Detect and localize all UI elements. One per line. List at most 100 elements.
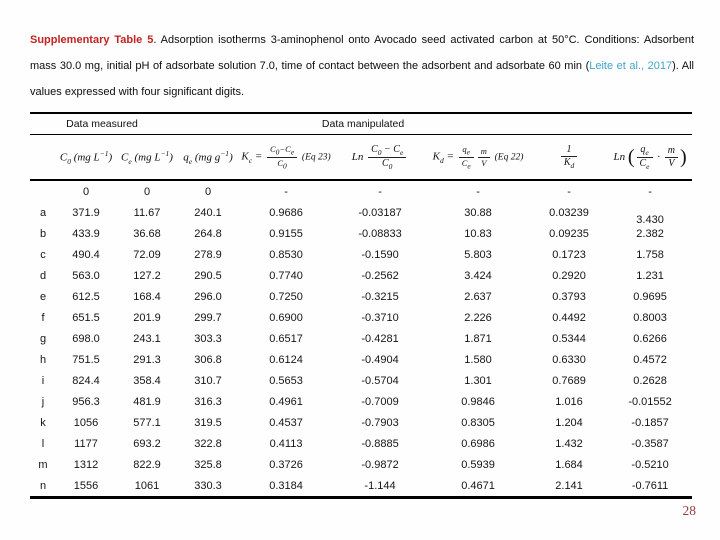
cell: 0.5939: [461, 458, 495, 471]
cell: 0.9695: [633, 290, 667, 303]
row-label: g: [39, 332, 47, 345]
cell: -0.2562: [361, 269, 399, 282]
cell: 0.6986: [461, 437, 495, 450]
cell: 290.5: [194, 269, 222, 282]
cell: 358.4: [133, 374, 161, 387]
cell: 322.8: [194, 437, 222, 450]
cell: 296.0: [194, 290, 222, 303]
cell: -0.7009: [361, 395, 399, 408]
cell: 1177: [74, 437, 98, 450]
cell: 306.8: [194, 353, 222, 366]
cell: 0.4537: [269, 416, 303, 429]
caption-label: Supplementary Table 5: [30, 34, 154, 46]
column-header-ce: Ce (mg L−1): [116, 134, 178, 181]
cell: -: [476, 185, 480, 198]
cell: 0.6517: [269, 332, 303, 345]
row-label: f: [41, 311, 45, 324]
group-header-row: Data measured Data manipulated: [30, 113, 693, 135]
cell: 0.8305: [461, 416, 495, 429]
table-row: i 824.4 358.4 310.7 0.5653 -0.5704 1.301 0.7689…: [30, 370, 692, 391]
group-header-manipulated: Data manipulated: [238, 113, 693, 135]
row-label: c: [40, 248, 46, 261]
cell: 0.9686: [269, 206, 303, 219]
table-row: d 563.0 127.2 290.5 0.7740 -0.2562 3.424 0.2920…: [30, 265, 692, 286]
cell: -0.9872: [361, 458, 399, 471]
row-label: a: [39, 206, 47, 219]
caption-text-after-link: ). All values expressed with four signif…: [30, 60, 695, 98]
cell: 2.141: [555, 479, 583, 492]
cell: 0.4572: [633, 353, 667, 366]
cell: 10.83: [464, 227, 492, 240]
cell: -0.5210: [631, 458, 669, 471]
cell: 0.6266: [633, 332, 667, 345]
table-row: b 433.9 36.68 264.8 0.9155 -0.08833 10.83 0.092…: [30, 223, 692, 244]
cell: 1.231: [636, 269, 664, 282]
row-label: b: [39, 227, 47, 240]
cell: 1056: [73, 416, 99, 429]
cell: 956.3: [72, 395, 100, 408]
cell: 3.430: [636, 213, 664, 226]
column-header-qe: qe (mg g−1): [178, 134, 239, 181]
column-header-ln-kd: Ln (qe Ce · m V): [608, 134, 693, 181]
cell: 1061: [134, 479, 160, 492]
cell: -0.5704: [361, 374, 399, 387]
row-label: k: [40, 416, 46, 429]
cell: 824.4: [72, 374, 100, 387]
cell: 0.9155: [269, 227, 303, 240]
cell: -0.3215: [361, 290, 399, 303]
table-row: c 490.4 72.09 278.9 0.8530 -0.1590 5.803 0.1723…: [30, 244, 692, 265]
cell: 0.5344: [552, 332, 586, 345]
column-header-rowlabel: [30, 134, 56, 181]
cell: 201.9: [133, 311, 161, 324]
table-caption: Supplementary Table 5. Adsorption isothe…: [30, 27, 694, 105]
table-row: a 371.9 11.67 240.1 0.9686 -0.03187 30.88 0.032…: [30, 202, 692, 226]
column-header-kd-formula: Kd = qe Ce m V (Eq 22): [426, 134, 531, 181]
table-row: m 1312 822.9 325.8 0.3726 -0.9872 0.5939 1.684 -…: [30, 454, 692, 475]
cell: -: [648, 185, 652, 198]
row-label: l: [41, 437, 45, 450]
cell: 243.1: [133, 332, 161, 345]
cell: -0.3587: [631, 437, 669, 450]
isotherm-table: Data measured Data manipulated C0 (mg L−…: [30, 112, 693, 499]
table-row: l 1177 693.2 322.8 0.4113 -0.8885 0.6986 1.432 -…: [30, 433, 692, 454]
cell: 481.9: [133, 395, 161, 408]
column-header-inverse-kd: 1 Kd: [530, 134, 609, 181]
cell: -0.3710: [361, 311, 399, 324]
row-label: d: [39, 269, 47, 282]
column-header-kc-formula: Kc = C0−Ce C0 (Eq 23): [238, 134, 335, 181]
cell: 371.9: [72, 206, 100, 219]
cell: 0.8003: [633, 311, 667, 324]
citation-link[interactable]: Leite et al., 2017: [589, 60, 673, 72]
cell: 319.5: [194, 416, 222, 429]
cell: -0.1857: [631, 416, 669, 429]
cell: 278.9: [194, 248, 222, 261]
cell: -0.1590: [361, 248, 399, 261]
table-row: h 751.5 291.3 306.8 0.6124 -0.4904 1.580 0.6330…: [30, 349, 692, 370]
row-label: n: [39, 479, 47, 492]
cell: 822.9: [133, 458, 161, 471]
cell: 0.6900: [269, 311, 303, 324]
cell: 0.6330: [552, 353, 586, 366]
cell: 751.5: [72, 353, 100, 366]
row-label: i: [41, 374, 45, 387]
table-row: g 698.0 243.1 303.3 0.6517 -0.4281 1.871 0.5344…: [30, 328, 692, 349]
cell: 0.03239: [549, 206, 589, 219]
cell: -0.03187: [358, 206, 402, 219]
cell: 0.4671: [461, 479, 495, 492]
cell: -0.08833: [358, 227, 402, 240]
group-header-spacer: [30, 113, 56, 135]
cell: -0.4281: [361, 332, 399, 345]
cell: -1.144: [364, 479, 396, 492]
cell: -0.8885: [361, 437, 399, 450]
cell: 291.3: [133, 353, 161, 366]
cell: 264.8: [194, 227, 222, 240]
cell: 0.09235: [549, 227, 589, 240]
cell: 1.204: [555, 416, 583, 429]
column-header-ln-formula: Ln C0 − Ce C0: [334, 134, 427, 181]
cell: 3.424: [464, 269, 492, 282]
cell: 2.382: [636, 227, 664, 240]
cell: 0.3793: [552, 290, 586, 303]
cell: 299.7: [194, 311, 222, 324]
cell: 0.7740: [269, 269, 303, 282]
cell: 11.67: [133, 206, 161, 219]
